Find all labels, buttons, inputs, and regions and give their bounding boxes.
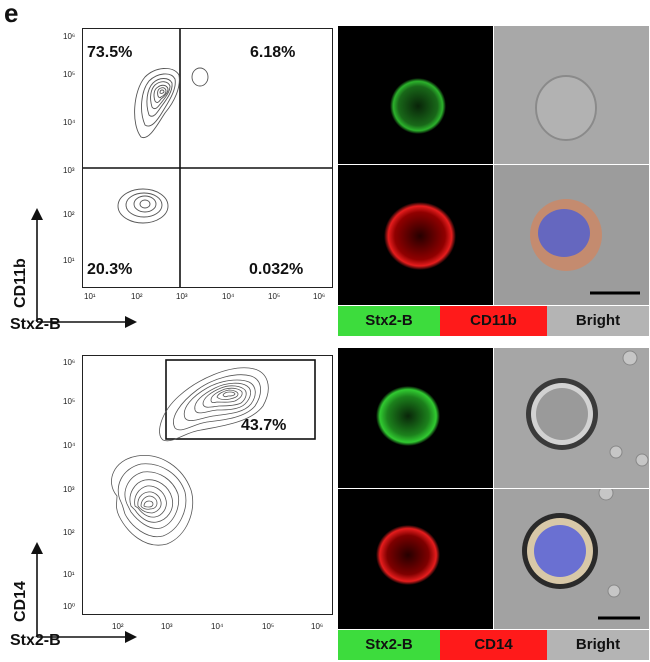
bottom-x-tick: 10⁶ (311, 622, 324, 631)
bottom-stx2b-image (338, 348, 493, 488)
top-y-tick: 10³ (63, 166, 75, 175)
bottom-contour-plot: 43.7% (82, 355, 333, 615)
top-y-tick: 10² (63, 210, 75, 219)
top-y-tick: 10⁶ (63, 32, 76, 41)
panel-label: e (4, 0, 19, 28)
top-y-tick: 10⁴ (63, 118, 76, 127)
top-stx2b-image (338, 26, 493, 164)
quadrant-lower-left-percent: 20.3% (87, 261, 133, 278)
bottom-y-tick: 10⁰ (63, 602, 76, 611)
top-cd11b-image (338, 165, 493, 305)
bottom-x-tick: 10⁵ (262, 622, 275, 631)
bottom-y-tick: 10⁶ (63, 358, 76, 367)
bottom-merge-image (494, 489, 649, 629)
bottom-cd14-image (338, 489, 493, 629)
top-bright-image (494, 26, 649, 164)
top-x-tick: 10⁵ (268, 292, 281, 301)
top-legend-bright: Bright (547, 306, 649, 336)
bottom-y-tick: 10⁵ (63, 397, 76, 406)
bottom-y-tick: 10³ (63, 485, 75, 494)
top-x-tick: 10¹ (84, 292, 96, 301)
bottom-legend-cd14: CD14 (440, 630, 547, 660)
bottom-x-tick: 10⁴ (211, 622, 224, 631)
bottom-legend-bright: Bright (547, 630, 649, 660)
top-x-tick: 10³ (176, 292, 188, 301)
gate-percent: 43.7% (241, 417, 287, 434)
bottom-y-tick: 10⁴ (63, 441, 76, 450)
top-legend-stx2b: Stx2-B (338, 306, 440, 336)
top-contour-plot: 73.5% 6.18% 20.3% 0.032% (82, 28, 333, 288)
bottom-bright-image (494, 348, 649, 488)
bottom-y-tick: 10¹ (63, 570, 75, 579)
bottom-y-tick: 10² (63, 528, 75, 537)
bottom-x-axis-title: Stx2-B (10, 632, 61, 649)
top-y-tick: 10⁵ (63, 70, 76, 79)
bottom-y-axis-title: CD14 (12, 581, 29, 622)
top-y-tick: 10¹ (63, 256, 75, 265)
top-x-tick: 10² (131, 292, 143, 301)
top-x-tick: 10⁴ (222, 292, 235, 301)
top-merge-image (494, 165, 649, 305)
top-x-tick: 10⁶ (313, 292, 326, 301)
quadrant-lower-right-percent: 0.032% (249, 261, 304, 278)
bottom-x-tick: 10² (112, 622, 124, 631)
quadrant-upper-left-percent: 73.5% (87, 44, 133, 61)
quadrant-upper-right-percent: 6.18% (250, 44, 296, 61)
bottom-legend-stx2b: Stx2-B (338, 630, 440, 660)
bottom-contour-svg (111, 359, 316, 546)
top-y-axis-title: CD11b (12, 258, 29, 308)
top-legend-cd11b: CD11b (440, 306, 547, 336)
top-contour-svg (83, 29, 332, 287)
top-x-axis-title: Stx2-B (10, 316, 61, 333)
bottom-x-tick: 10³ (161, 622, 173, 631)
